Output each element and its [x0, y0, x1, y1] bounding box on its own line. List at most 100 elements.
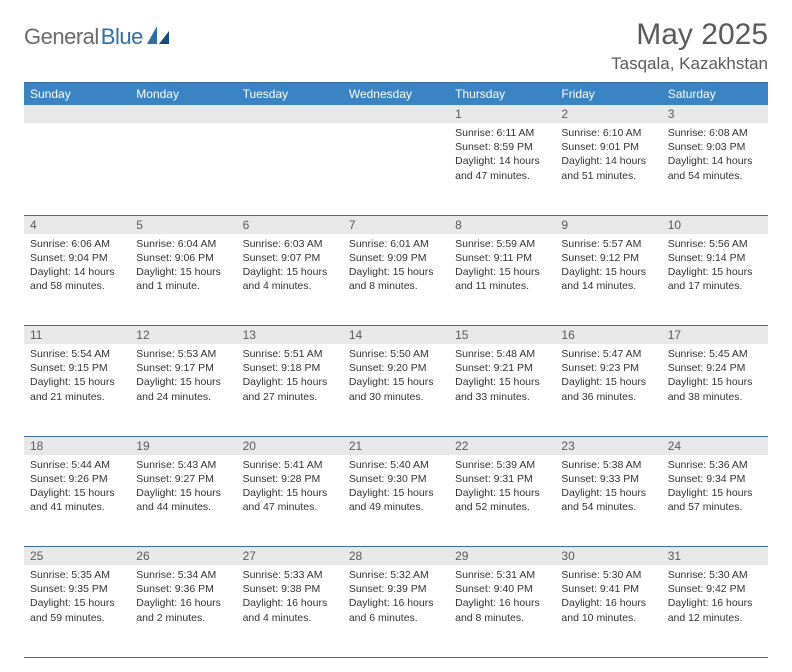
- day-number-row: 11121314151617: [24, 326, 768, 345]
- sunset-line: Sunset: 9:18 PM: [243, 361, 337, 375]
- sunrise-line: Sunrise: 5:57 AM: [561, 237, 655, 251]
- sunset-line: Sunset: 9:38 PM: [243, 582, 337, 596]
- location-label: Tasqala, Kazakhstan: [611, 54, 768, 74]
- sunrise-line: Sunrise: 5:44 AM: [30, 458, 124, 472]
- sunrise-line: Sunrise: 6:03 AM: [243, 237, 337, 251]
- sunrise-line: Sunrise: 6:06 AM: [30, 237, 124, 251]
- month-title: May 2025: [611, 18, 768, 52]
- day-number-cell: 6: [237, 215, 343, 234]
- day-number-cell: [130, 105, 236, 123]
- daylight-line: Daylight: 15 hours and 44 minutes.: [136, 486, 230, 514]
- day-number-cell: [343, 105, 449, 123]
- day-body-row: Sunrise: 5:35 AMSunset: 9:35 PMDaylight:…: [24, 565, 768, 657]
- day-cell: Sunrise: 5:32 AMSunset: 9:39 PMDaylight:…: [343, 565, 449, 657]
- day-cell-content: Sunrise: 5:39 AMSunset: 9:31 PMDaylight:…: [449, 455, 555, 519]
- sunrise-line: Sunrise: 5:48 AM: [455, 347, 549, 361]
- sunset-line: Sunset: 9:06 PM: [136, 251, 230, 265]
- day-number-cell: 10: [662, 215, 768, 234]
- day-cell: Sunrise: 6:11 AMSunset: 8:59 PMDaylight:…: [449, 123, 555, 215]
- day-body-row: Sunrise: 5:54 AMSunset: 9:15 PMDaylight:…: [24, 344, 768, 436]
- weekday-header: Monday: [130, 83, 236, 106]
- day-cell-content: Sunrise: 5:36 AMSunset: 9:34 PMDaylight:…: [662, 455, 768, 519]
- sunrise-line: Sunrise: 6:04 AM: [136, 237, 230, 251]
- day-number-cell: 23: [555, 436, 661, 455]
- daylight-line: Daylight: 15 hours and 14 minutes.: [561, 265, 655, 293]
- sunrise-line: Sunrise: 5:54 AM: [30, 347, 124, 361]
- day-cell-content: Sunrise: 5:44 AMSunset: 9:26 PMDaylight:…: [24, 455, 130, 519]
- logo: GeneralBlue: [24, 24, 169, 50]
- day-cell: Sunrise: 5:45 AMSunset: 9:24 PMDaylight:…: [662, 344, 768, 436]
- sunset-line: Sunset: 9:14 PM: [668, 251, 762, 265]
- day-cell: Sunrise: 5:33 AMSunset: 9:38 PMDaylight:…: [237, 565, 343, 657]
- day-cell: Sunrise: 5:30 AMSunset: 9:41 PMDaylight:…: [555, 565, 661, 657]
- day-cell: [343, 123, 449, 215]
- day-cell: Sunrise: 6:01 AMSunset: 9:09 PMDaylight:…: [343, 234, 449, 326]
- logo-text-blue: Blue: [101, 24, 143, 50]
- sunset-line: Sunset: 9:40 PM: [455, 582, 549, 596]
- daylight-line: Daylight: 15 hours and 4 minutes.: [243, 265, 337, 293]
- daylight-line: Daylight: 15 hours and 49 minutes.: [349, 486, 443, 514]
- day-cell: Sunrise: 5:57 AMSunset: 9:12 PMDaylight:…: [555, 234, 661, 326]
- day-cell-content: Sunrise: 6:11 AMSunset: 8:59 PMDaylight:…: [449, 123, 555, 187]
- sunset-line: Sunset: 9:41 PM: [561, 582, 655, 596]
- day-cell-content: Sunrise: 5:30 AMSunset: 9:41 PMDaylight:…: [555, 565, 661, 629]
- daylight-line: Daylight: 15 hours and 54 minutes.: [561, 486, 655, 514]
- weekday-header: Saturday: [662, 83, 768, 106]
- weekday-header: Sunday: [24, 83, 130, 106]
- daylight-line: Daylight: 15 hours and 59 minutes.: [30, 596, 124, 624]
- daylight-line: Daylight: 16 hours and 12 minutes.: [668, 596, 762, 624]
- sunrise-line: Sunrise: 6:11 AM: [455, 126, 549, 140]
- day-number-cell: 2: [555, 105, 661, 123]
- calendar-body: 123Sunrise: 6:11 AMSunset: 8:59 PMDaylig…: [24, 105, 768, 657]
- sunrise-line: Sunrise: 5:51 AM: [243, 347, 337, 361]
- day-cell: Sunrise: 5:44 AMSunset: 9:26 PMDaylight:…: [24, 455, 130, 547]
- day-cell: Sunrise: 6:04 AMSunset: 9:06 PMDaylight:…: [130, 234, 236, 326]
- day-cell: Sunrise: 5:39 AMSunset: 9:31 PMDaylight:…: [449, 455, 555, 547]
- sunset-line: Sunset: 9:30 PM: [349, 472, 443, 486]
- day-cell-content: Sunrise: 6:01 AMSunset: 9:09 PMDaylight:…: [343, 234, 449, 298]
- day-number-cell: 24: [662, 436, 768, 455]
- calendar-page: GeneralBlue May 2025 Tasqala, Kazakhstan…: [0, 0, 792, 672]
- daylight-line: Daylight: 16 hours and 8 minutes.: [455, 596, 549, 624]
- sunset-line: Sunset: 9:35 PM: [30, 582, 124, 596]
- day-cell: Sunrise: 5:31 AMSunset: 9:40 PMDaylight:…: [449, 565, 555, 657]
- sunset-line: Sunset: 9:26 PM: [30, 472, 124, 486]
- sunset-line: Sunset: 9:33 PM: [561, 472, 655, 486]
- day-number-cell: 5: [130, 215, 236, 234]
- day-number-cell: 14: [343, 326, 449, 345]
- day-cell: Sunrise: 5:59 AMSunset: 9:11 PMDaylight:…: [449, 234, 555, 326]
- sunrise-line: Sunrise: 5:43 AM: [136, 458, 230, 472]
- daylight-line: Daylight: 16 hours and 4 minutes.: [243, 596, 337, 624]
- day-number-cell: 15: [449, 326, 555, 345]
- day-cell: Sunrise: 5:41 AMSunset: 9:28 PMDaylight:…: [237, 455, 343, 547]
- daylight-line: Daylight: 16 hours and 10 minutes.: [561, 596, 655, 624]
- sunset-line: Sunset: 9:09 PM: [349, 251, 443, 265]
- day-cell: Sunrise: 5:51 AMSunset: 9:18 PMDaylight:…: [237, 344, 343, 436]
- day-number-cell: 20: [237, 436, 343, 455]
- sunrise-line: Sunrise: 5:56 AM: [668, 237, 762, 251]
- calendar-header-row: Sunday Monday Tuesday Wednesday Thursday…: [24, 83, 768, 106]
- sunrise-line: Sunrise: 5:33 AM: [243, 568, 337, 582]
- sunset-line: Sunset: 9:11 PM: [455, 251, 549, 265]
- day-cell: [24, 123, 130, 215]
- sunrise-line: Sunrise: 5:32 AM: [349, 568, 443, 582]
- daylight-line: Daylight: 15 hours and 47 minutes.: [243, 486, 337, 514]
- day-cell: Sunrise: 5:53 AMSunset: 9:17 PMDaylight:…: [130, 344, 236, 436]
- day-cell: Sunrise: 6:10 AMSunset: 9:01 PMDaylight:…: [555, 123, 661, 215]
- day-cell: Sunrise: 6:08 AMSunset: 9:03 PMDaylight:…: [662, 123, 768, 215]
- sunrise-line: Sunrise: 5:50 AM: [349, 347, 443, 361]
- sunset-line: Sunset: 9:24 PM: [668, 361, 762, 375]
- day-cell: Sunrise: 5:47 AMSunset: 9:23 PMDaylight:…: [555, 344, 661, 436]
- sunset-line: Sunset: 9:36 PM: [136, 582, 230, 596]
- day-cell-content: Sunrise: 5:31 AMSunset: 9:40 PMDaylight:…: [449, 565, 555, 629]
- day-number-cell: 18: [24, 436, 130, 455]
- day-cell-content: Sunrise: 6:10 AMSunset: 9:01 PMDaylight:…: [555, 123, 661, 187]
- weekday-header: Tuesday: [237, 83, 343, 106]
- day-number-row: 45678910: [24, 215, 768, 234]
- sunrise-line: Sunrise: 5:45 AM: [668, 347, 762, 361]
- daylight-line: Daylight: 15 hours and 11 minutes.: [455, 265, 549, 293]
- day-number-cell: 22: [449, 436, 555, 455]
- day-cell: Sunrise: 5:54 AMSunset: 9:15 PMDaylight:…: [24, 344, 130, 436]
- weekday-header: Friday: [555, 83, 661, 106]
- day-cell-content: Sunrise: 5:50 AMSunset: 9:20 PMDaylight:…: [343, 344, 449, 408]
